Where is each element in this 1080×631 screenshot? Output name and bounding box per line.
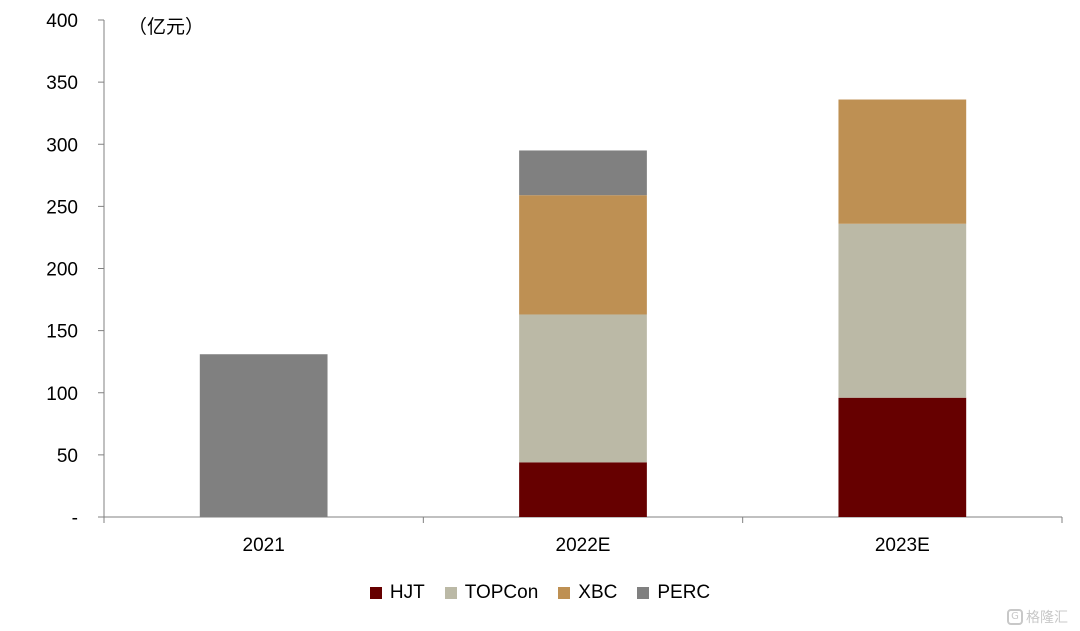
- y-tick-label: 400: [46, 11, 78, 32]
- bar-perc-2021: [199, 354, 328, 517]
- bars: [199, 99, 967, 517]
- legend-label: PERC: [657, 582, 711, 603]
- legend-item-perc: PERC: [637, 582, 710, 604]
- legend-swatch: [558, 587, 571, 599]
- bar-topcon-2023e: [838, 223, 967, 398]
- legend-swatch: [369, 587, 382, 599]
- watermark-text: 格隆汇: [1026, 610, 1068, 626]
- y-tick-label: 350: [46, 73, 78, 94]
- y-tick-label: -: [72, 508, 78, 529]
- y-tick-label: 200: [46, 260, 78, 281]
- y-tick-label: 300: [46, 135, 78, 156]
- x-tick-label: 2023E: [875, 535, 930, 556]
- legend-label: XBC: [578, 582, 618, 603]
- unit-label: （亿元）: [128, 16, 204, 38]
- g-logo-icon: G: [1007, 609, 1023, 625]
- bar-hjt-2023e: [838, 397, 967, 517]
- bar-xbc-2022e: [519, 195, 647, 315]
- bar-perc-2022e: [519, 150, 647, 196]
- legend-item-xbc: XBC: [558, 582, 617, 604]
- legend-swatch: [444, 587, 457, 599]
- bar-topcon-2022e: [519, 314, 647, 463]
- legend-label: HJT: [389, 582, 425, 603]
- legend-swatch: [637, 587, 650, 599]
- bar-hjt-2022e: [519, 462, 647, 517]
- y-tick-label: 100: [46, 384, 78, 405]
- x-axis: 2021 2022E 2023E: [103, 516, 1063, 556]
- x-tick-label: 2021: [243, 535, 285, 556]
- legend-label: TOPCon: [464, 582, 539, 603]
- legend: HJT TOPCon XBC PERC: [0, 582, 1080, 604]
- y-tick-label: 250: [46, 197, 78, 218]
- x-tick-label: 2022E: [556, 535, 611, 556]
- bar-xbc-2023e: [838, 99, 967, 224]
- y-tick-label: 150: [46, 322, 78, 343]
- legend-item-topcon: TOPCon: [444, 582, 539, 604]
- y-axis: - 50 100 150 200 250 300 350 400: [46, 11, 105, 529]
- watermark: G 格隆汇: [1007, 607, 1068, 627]
- y-tick-label: 50: [57, 446, 78, 467]
- legend-item-hjt: HJT: [369, 582, 425, 604]
